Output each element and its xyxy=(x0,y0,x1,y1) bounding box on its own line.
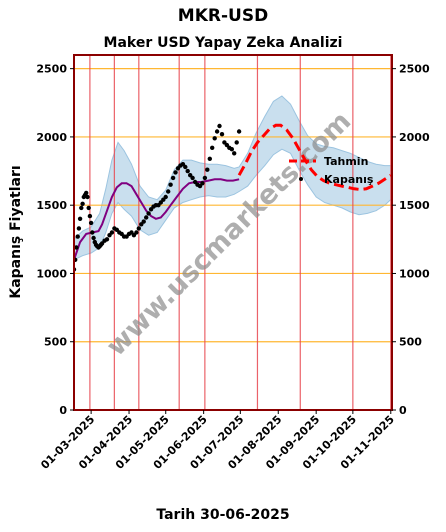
chart-title: MKR-USD xyxy=(177,6,269,26)
y-axis-title: Kapanış Fiyatları xyxy=(8,165,24,298)
moving-average-line xyxy=(74,178,240,261)
legend-close-label: Kapanış xyxy=(324,173,374,186)
close-point xyxy=(104,237,110,242)
y-tick-label-right: 0 xyxy=(399,404,407,417)
close-point xyxy=(136,226,141,231)
y-tick-label: 0 xyxy=(59,404,67,417)
close-point xyxy=(134,230,139,235)
close-point xyxy=(232,151,237,156)
close-point xyxy=(217,123,222,129)
y-tick-label: 2500 xyxy=(36,63,67,76)
x-axis-title: Tarih 30-06-2025 xyxy=(156,507,290,523)
close-point xyxy=(210,145,215,150)
close-point xyxy=(91,235,96,241)
legend-forecast-label: Tahmin xyxy=(324,155,368,168)
close-point xyxy=(90,230,95,235)
chart-subtitle: Maker USD Yapay Zeka Analizi xyxy=(103,35,343,51)
close-point xyxy=(74,245,79,250)
close-point xyxy=(163,194,168,200)
close-point xyxy=(88,220,94,226)
close-point xyxy=(84,190,89,196)
close-point xyxy=(77,216,83,221)
close-point xyxy=(212,136,217,141)
close-point xyxy=(173,170,178,175)
close-point xyxy=(79,205,84,211)
y-tick-label-right: 1000 xyxy=(399,267,430,280)
close-point xyxy=(234,140,239,145)
close-point xyxy=(207,156,212,161)
close-point xyxy=(144,215,149,220)
close-point xyxy=(170,175,176,181)
y-tick-label: 500 xyxy=(44,336,67,349)
close-point xyxy=(214,129,220,134)
close-point xyxy=(87,213,93,219)
y-tick-label-right: 500 xyxy=(399,336,422,349)
close-point xyxy=(229,147,234,152)
close-point xyxy=(185,168,190,174)
forecast-line xyxy=(237,123,392,192)
close-point xyxy=(168,182,173,187)
close-point xyxy=(219,132,225,137)
y-tick-label: 1000 xyxy=(36,267,67,280)
close-point xyxy=(190,175,195,181)
close-point xyxy=(146,211,151,216)
close-point xyxy=(75,234,80,239)
plot-frame xyxy=(73,54,393,411)
close-point xyxy=(80,201,85,206)
close-point xyxy=(200,181,205,186)
close-point xyxy=(85,194,90,200)
close-point xyxy=(76,226,82,231)
y-tick-label-right: 2500 xyxy=(399,63,430,76)
y-tick-label: 1500 xyxy=(36,199,67,212)
close-point xyxy=(166,189,171,194)
close-point xyxy=(236,129,242,134)
close-point xyxy=(109,230,115,235)
y-tick-label-right: 2000 xyxy=(399,131,430,144)
close-point xyxy=(205,167,210,172)
close-point xyxy=(158,200,163,205)
close-point xyxy=(202,175,208,181)
close-point xyxy=(86,205,91,211)
legend-close-swatch xyxy=(299,177,303,181)
y-tick-label-right: 1500 xyxy=(399,199,430,212)
y-tick-label: 2000 xyxy=(36,131,67,144)
close-point xyxy=(141,219,146,224)
close-point xyxy=(183,164,188,170)
